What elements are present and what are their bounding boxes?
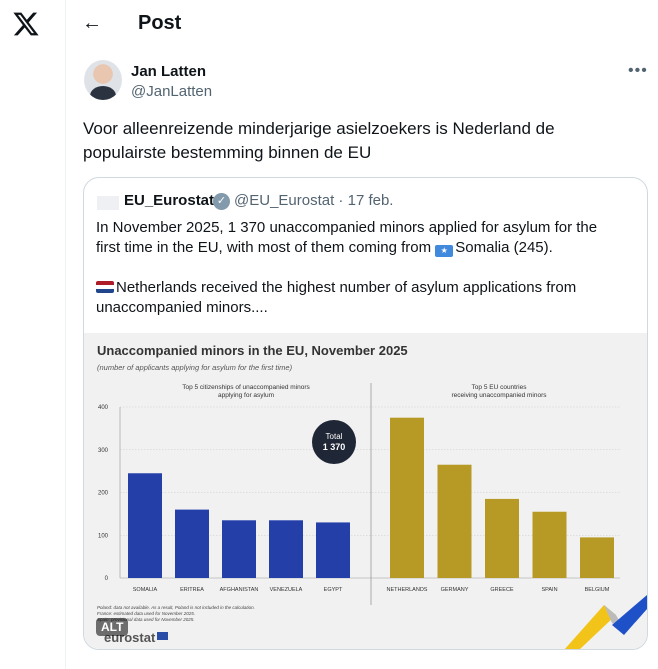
eurostat-avatar bbox=[97, 196, 119, 210]
chart-note: France: estimated data used for November… bbox=[97, 611, 195, 616]
bar-netherlands bbox=[390, 417, 424, 578]
x-tick-label: SOMALIA bbox=[133, 587, 158, 593]
chart-subtitle: (number of applicants applying for asylu… bbox=[97, 363, 293, 372]
bar-eritrea bbox=[175, 509, 209, 578]
total-annotation bbox=[312, 420, 356, 464]
panel-title: applying for asylum bbox=[218, 392, 274, 399]
chart-note: Poland: data not available. As a result,… bbox=[97, 605, 255, 610]
total-label: Total bbox=[326, 432, 343, 441]
post-text-line: Voor alleenreizende minderjarige asielzo… bbox=[83, 119, 555, 138]
bar-afghanistan bbox=[222, 520, 256, 578]
page-title: Post bbox=[138, 12, 182, 34]
verified-badge-icon: ✓ bbox=[213, 193, 230, 210]
x-tick-label: AFGHANISTAN bbox=[220, 587, 259, 593]
quote-text: Netherlands received the highest number … bbox=[116, 279, 577, 296]
panel-title: Top 5 citizenships of unaccompanied mino… bbox=[182, 384, 310, 391]
quote-text-line: In November 2025, 1 370 unaccompanied mi… bbox=[96, 219, 598, 236]
chart-image[interactable]: Unaccompanied minors in the EU, November… bbox=[84, 333, 647, 649]
chart-title: Unaccompanied minors in the EU, November… bbox=[97, 343, 408, 358]
y-tick-label: 100 bbox=[98, 533, 109, 539]
x-logo-icon[interactable] bbox=[12, 10, 40, 38]
x-tick-label: EGYPT bbox=[324, 587, 343, 593]
chart: Unaccompanied minors in the EU, November… bbox=[97, 343, 647, 649]
author-handle[interactable]: @JanLatten bbox=[131, 83, 213, 100]
somalia-flag-icon: ★ bbox=[435, 245, 454, 257]
x-tick-label: VENEZUELA bbox=[270, 587, 303, 593]
x-tick-label: NETHERLANDS bbox=[387, 587, 428, 593]
quote-handle: @EU_Eurostat · 17 feb. bbox=[234, 192, 394, 209]
more-icon[interactable]: ••• bbox=[628, 62, 648, 79]
panel-title: receiving unaccompanied minors bbox=[451, 392, 547, 399]
x-tick-label: GREECE bbox=[490, 587, 514, 593]
quote-text-line: first time in the EU, with most of them … bbox=[96, 238, 553, 258]
bar-spain bbox=[532, 511, 567, 578]
quote-text: Somalia (245). bbox=[455, 239, 553, 256]
y-tick-label: 400 bbox=[98, 405, 109, 411]
quote-text-line: Netherlands received the highest number … bbox=[96, 278, 576, 298]
bar-belgium bbox=[580, 537, 614, 578]
bar-germany bbox=[437, 464, 472, 578]
x-tick-label: GERMANY bbox=[441, 587, 469, 593]
author-name[interactable]: Jan Latten bbox=[131, 63, 207, 80]
total-value: 1 370 bbox=[323, 442, 346, 452]
quoted-post[interactable]: EU_Eurostat ✓ @EU_Eurostat · 17 feb. In … bbox=[83, 177, 648, 650]
x-tick-label: SPAIN bbox=[541, 587, 557, 593]
arrow-left-icon[interactable]: ← bbox=[82, 12, 102, 34]
quote-text: first time in the EU, with most of them … bbox=[96, 239, 436, 256]
panel-title: Top 5 EU countries bbox=[472, 384, 528, 391]
x-tick-label: BELGIUM bbox=[585, 587, 610, 593]
chart-note: Spain: provisional data used for Novembe… bbox=[97, 617, 195, 622]
alt-badge[interactable]: ALT bbox=[96, 618, 129, 636]
quote-author-name: EU_Eurostat bbox=[124, 192, 215, 209]
bar-somalia bbox=[128, 473, 162, 578]
y-tick-label: 0 bbox=[105, 576, 109, 582]
eurostat-swoosh-icon bbox=[564, 605, 616, 649]
post-text-line: populairste bestemming binnen de EU bbox=[83, 143, 372, 162]
bar-greece bbox=[485, 498, 519, 578]
netherlands-flag-icon bbox=[96, 281, 114, 293]
y-tick-label: 200 bbox=[98, 491, 109, 497]
bar-venezuela bbox=[269, 520, 303, 578]
y-tick-label: 300 bbox=[98, 448, 109, 454]
avatar[interactable] bbox=[84, 60, 122, 100]
bar-egypt bbox=[316, 522, 350, 578]
eu-flag-icon bbox=[157, 632, 168, 640]
sidebar bbox=[0, 0, 66, 669]
x-tick-label: ERITREA bbox=[180, 587, 204, 593]
quote-text-line: unaccompanied minors.... bbox=[96, 299, 268, 316]
